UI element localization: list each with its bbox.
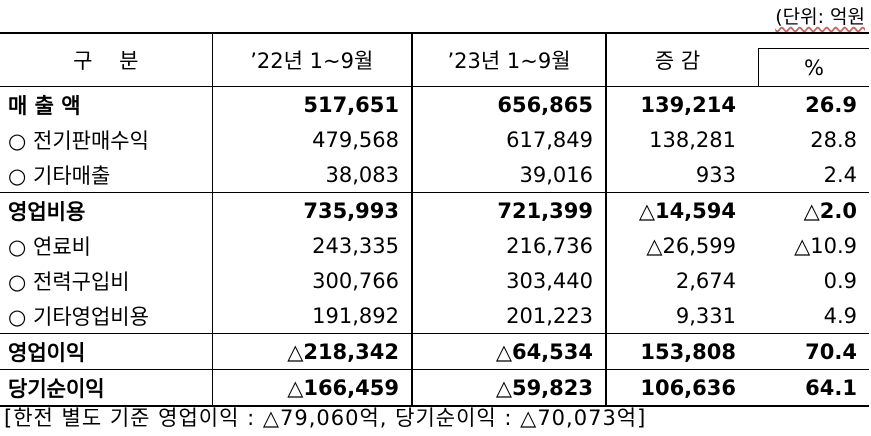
value-percent: 0.9 <box>823 268 857 293</box>
header-category: 구 분 <box>0 32 212 87</box>
value-2023: 721,399 <box>411 192 607 228</box>
row-label: ○ 연료비 <box>8 234 91 259</box>
value-change: 9,331 <box>675 303 736 328</box>
row-label: ○ 기타매출 <box>8 163 111 188</box>
value-percent: 2.4 <box>823 162 857 187</box>
value-change: 138,281 <box>649 127 736 152</box>
table-row: 당기순이익 △166,459 △59,823 106,636 64.1 <box>0 369 869 407</box>
value-2023: 201,223 <box>411 298 607 334</box>
table-row: ○ 전기판매수익 479,568 617,849 138,281 28.8 <box>0 122 869 157</box>
table-row: ○ 기타영업비용 191,892 201,223 9,331 4.9 <box>0 298 869 334</box>
value-percent: 26.9 <box>805 92 857 117</box>
table-row: ○ 연료비 243,335 216,736 △26,599 △10.9 <box>0 228 869 263</box>
value-change: △26,599 <box>646 233 736 258</box>
table-row: 매 출 액 517,651 656,865 139,214 26.9 <box>0 86 869 122</box>
value-2023: 617,849 <box>411 122 607 157</box>
financial-table: 구 분 ’22년 1~9월 ’23년 1~9월 증 감 % 매 출 액 517,6… <box>0 32 869 407</box>
header-percent: % <box>748 32 869 87</box>
value-2022: 300,766 <box>211 263 412 298</box>
value-change: 153,808 <box>606 333 748 370</box>
value-2023: △64,534 <box>411 333 607 370</box>
value-percent: △10.9 <box>794 233 857 258</box>
header-row: 구 분 ’22년 1~9월 ’23년 1~9월 증 감 % <box>0 32 869 87</box>
footnote: [한전 별도 기준 영업이익 : △79,060억, 당기순이익 : △70,0… <box>4 406 647 430</box>
row-label: 영업비용 <box>0 192 212 228</box>
row-label: ○ 기타영업비용 <box>8 304 149 329</box>
value-2022: 243,335 <box>211 228 412 263</box>
row-label: 당기순이익 <box>0 369 212 407</box>
value-2022: 735,993 <box>211 192 412 228</box>
value-2023: 303,440 <box>411 263 607 298</box>
header-percent-label: % <box>804 55 824 80</box>
value-percent: 64.1 <box>748 369 869 407</box>
value-2023: 656,865 <box>411 86 607 122</box>
value-2022: 191,892 <box>211 298 412 334</box>
value-2023: △59,823 <box>411 369 607 407</box>
value-percent: 28.8 <box>810 127 857 152</box>
value-2022: △166,459 <box>211 369 412 407</box>
header-2022: ’22년 1~9월 <box>211 32 412 87</box>
header-change: 증 감 <box>606 32 748 87</box>
table-row: 영업이익 △218,342 △64,534 153,808 70.4 <box>0 333 869 370</box>
value-2023: 216,736 <box>411 228 607 263</box>
table-row: ○ 전력구입비 300,766 303,440 2,674 0.9 <box>0 263 869 298</box>
value-2022: 479,568 <box>211 122 412 157</box>
table-row: ○ 기타매출 38,083 39,016 933 2.4 <box>0 157 869 193</box>
row-label: 영업이익 <box>0 333 212 370</box>
value-percent: 4.9 <box>823 303 857 328</box>
value-change: 106,636 <box>606 369 748 407</box>
table-row: 영업비용 735,993 721,399 △14,594 △2.0 <box>0 192 869 228</box>
value-2022: 38,083 <box>211 157 412 193</box>
value-percent: △2.0 <box>748 192 869 228</box>
row-label: 매 출 액 <box>8 93 81 118</box>
value-2022: △218,342 <box>211 333 412 370</box>
unit-label: (단위: 억원 <box>775 6 865 28</box>
value-change: 2,674 <box>675 268 736 293</box>
value-2023: 39,016 <box>411 157 607 193</box>
row-label: ○ 전력구입비 <box>8 269 130 294</box>
header-2023: ’23년 1~9월 <box>411 32 607 87</box>
value-2022: 517,651 <box>211 86 412 122</box>
value-change: △14,594 <box>606 192 748 228</box>
value-change: 139,214 <box>640 92 736 117</box>
value-change: 933 <box>695 162 736 187</box>
value-percent: 70.4 <box>748 333 869 370</box>
row-label: ○ 전기판매수익 <box>8 128 149 153</box>
